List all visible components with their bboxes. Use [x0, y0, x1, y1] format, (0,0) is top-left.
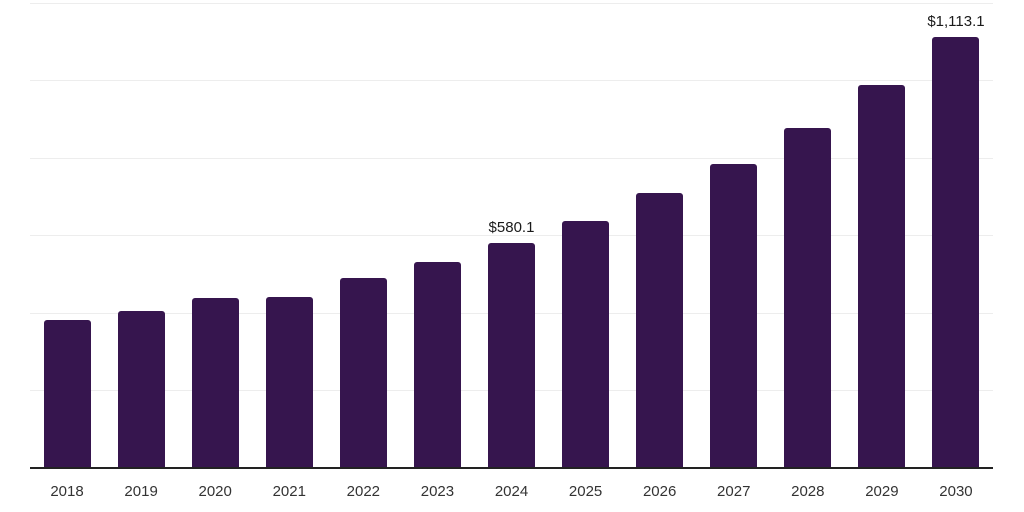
bar-2019[interactable] — [117, 311, 165, 468]
bar-slot — [697, 0, 771, 468]
bar-2024[interactable] — [488, 243, 535, 468]
x-tick-2022: 2022 — [346, 483, 381, 500]
bar-slot — [400, 0, 474, 468]
gridline-800 — [30, 158, 993, 159]
gridline-600 — [30, 235, 993, 236]
x-axis-labels: 2018 2019 2020 2021 2022 2023 2024 2025 2026 2027… — [30, 482, 993, 502]
bar-slot: $580.1 — [474, 0, 548, 468]
bar-slot — [845, 0, 919, 468]
value-label-2030: $1,113.1 — [927, 12, 985, 30]
x-tick-2027: 2027 — [717, 483, 751, 500]
bar-slot — [30, 0, 104, 468]
bar-slot — [326, 0, 400, 468]
bar-slot — [771, 0, 845, 468]
x-tick-2020: 2020 — [198, 483, 232, 500]
gridline-1200 — [30, 3, 993, 4]
x-tick-2021: 2021 — [272, 483, 306, 500]
x-axis-line — [30, 467, 993, 469]
bar-slot — [252, 0, 326, 468]
bar-2022[interactable] — [339, 278, 387, 468]
x-tick-2019: 2019 — [124, 483, 158, 500]
x-tick-2029: 2029 — [865, 483, 899, 500]
bar-2029[interactable] — [858, 85, 906, 468]
x-tick-2023: 2023 — [420, 483, 455, 500]
bar-slot — [178, 0, 252, 468]
x-tick-2026: 2026 — [642, 483, 677, 500]
x-tick-2018: 2018 — [50, 483, 84, 500]
bar-2030[interactable] — [932, 36, 980, 468]
bar-2021[interactable] — [265, 296, 313, 468]
bar-2028[interactable] — [784, 128, 832, 468]
bar-2025[interactable] — [562, 220, 610, 468]
x-tick-2025: 2025 — [568, 483, 603, 500]
bar-2027[interactable] — [710, 163, 758, 468]
x-tick-2024: 2024 — [494, 483, 529, 500]
bar-2023[interactable] — [413, 261, 461, 468]
bar-slot — [623, 0, 697, 468]
bar-slot — [104, 0, 178, 468]
bar-slot — [549, 0, 623, 468]
bar-2020[interactable] — [191, 298, 239, 468]
plot-area: $580.1 $1,113.1 — [30, 0, 993, 468]
bar-2026[interactable] — [636, 193, 684, 468]
bars-container: $580.1 $1,113.1 — [30, 0, 993, 468]
x-tick-2030: 2030 — [939, 483, 973, 500]
bar-slot: $1,113.1 — [919, 0, 993, 468]
bar-2018[interactable] — [43, 320, 91, 468]
gridline-1000 — [30, 80, 993, 81]
value-label-2024: $580.1 — [488, 219, 535, 237]
x-tick-2028: 2028 — [791, 483, 825, 500]
